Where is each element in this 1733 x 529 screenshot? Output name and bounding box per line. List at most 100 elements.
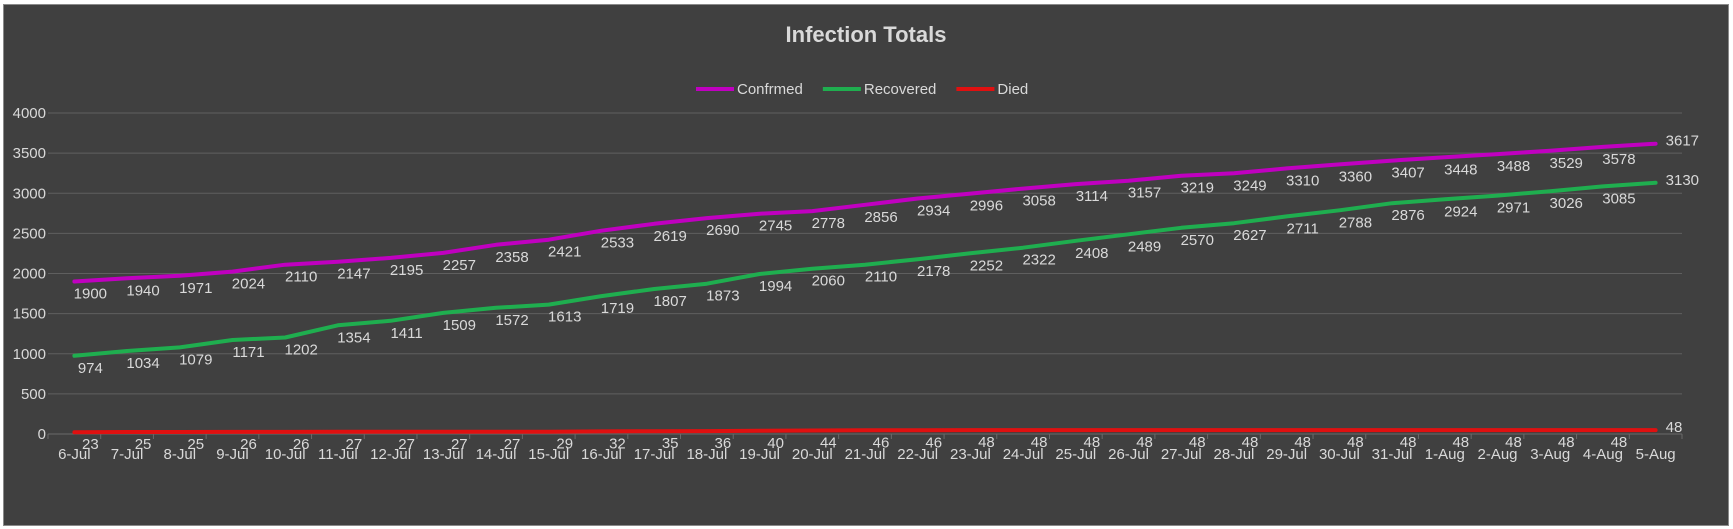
- data-label: 2627: [1233, 227, 1266, 244]
- data-label: 48: [1294, 434, 1311, 451]
- data-label: 48: [1400, 434, 1417, 451]
- x-tick-label: 27-Jul: [1161, 446, 1202, 463]
- x-tick-label: 18-Jul: [686, 446, 727, 463]
- x-tick-label: 16-Jul: [581, 446, 622, 463]
- data-label: 2778: [812, 215, 845, 232]
- data-label: 2876: [1391, 207, 1424, 224]
- data-label: 48: [1031, 434, 1048, 451]
- x-tick-label: 28-Jul: [1214, 446, 1255, 463]
- x-tick-label: 1-Aug: [1425, 446, 1465, 463]
- x-tick-label: 7-Jul: [111, 446, 144, 463]
- data-label: 44: [820, 434, 837, 451]
- x-axis: 6-Jul 7-Jul 8-Jul 9-Jul 10-Jul 11-Jul 12-Jul 13…: [58, 446, 1676, 463]
- x-tick-label: 14-Jul: [476, 446, 517, 463]
- data-label: 3529: [1550, 155, 1583, 172]
- data-label: 48: [1083, 434, 1100, 451]
- y-axis: 0 500 1000 1500 2000 2500 3000 3500 4000: [13, 105, 46, 443]
- data-label: 2996: [970, 198, 1003, 215]
- data-label: 46: [873, 434, 890, 451]
- legend: Confrmed Recovered Died: [696, 81, 1028, 98]
- x-tick-label: 8-Jul: [164, 446, 197, 463]
- series-line-recovered: [72, 180, 1658, 358]
- data-label: 1873: [706, 288, 739, 305]
- data-label: 3157: [1128, 185, 1161, 202]
- data-label: 2178: [917, 263, 950, 280]
- x-tick-label: 3-Aug: [1530, 446, 1570, 463]
- x-tick-label: 10-Jul: [265, 446, 306, 463]
- data-label: 3130: [1666, 172, 1699, 189]
- x-tick-label: 20-Jul: [792, 446, 833, 463]
- legend-label: Confrmed: [737, 81, 803, 98]
- data-label: 1411: [390, 325, 422, 342]
- data-label: 2195: [390, 262, 423, 279]
- y-tick-label: 1000: [13, 346, 46, 363]
- legend-label: Died: [997, 81, 1028, 98]
- data-label: 26: [240, 436, 257, 453]
- data-label: 48: [1347, 434, 1364, 451]
- x-tick-label: 24-Jul: [1003, 446, 1044, 463]
- y-tick-label: 500: [21, 386, 46, 403]
- data-label: 27: [451, 436, 468, 453]
- x-tick-label: 31-Jul: [1372, 446, 1413, 463]
- data-label: 2788: [1339, 214, 1372, 231]
- series-line-confrmed: [72, 141, 1658, 284]
- data-label: 27: [398, 436, 415, 453]
- data-label: 2060: [812, 273, 845, 290]
- data-label: 2408: [1075, 245, 1108, 262]
- line-chart: 0 500 1000 1500 2000 2500 3000 3500 4000 6-Jul 7-…: [13, 22, 1699, 463]
- data-label: 2110: [865, 269, 897, 286]
- data-label: 2934: [917, 203, 950, 220]
- data-label: 27: [346, 436, 363, 453]
- data-label: 2322: [1022, 252, 1055, 269]
- y-tick-label: 2500: [13, 225, 46, 242]
- data-label: 1719: [601, 300, 634, 317]
- y-tick-label: 3000: [13, 185, 46, 202]
- series-line-died: [72, 428, 1658, 435]
- data-label: 48: [978, 434, 995, 451]
- data-label: 1940: [126, 282, 159, 299]
- data-label: 1971: [179, 280, 212, 297]
- x-tick-marks: [47, 434, 1683, 439]
- data-label: 1354: [337, 329, 370, 346]
- data-labels: 1900 1940 1971 2024 2110 2147 2195 2257 2358 2421…: [74, 133, 1699, 453]
- data-label: 48: [1452, 434, 1469, 451]
- data-label: 2924: [1444, 203, 1477, 220]
- data-label: 2024: [232, 276, 265, 293]
- data-label: 1171: [232, 344, 264, 361]
- data-label: 3310: [1286, 172, 1319, 189]
- x-tick-label: 26-Jul: [1108, 446, 1149, 463]
- data-label: 3249: [1233, 177, 1266, 194]
- data-label: 25: [187, 436, 204, 453]
- data-label: 3026: [1550, 195, 1583, 212]
- data-label: 3407: [1391, 165, 1424, 182]
- data-label: 2745: [759, 218, 792, 235]
- data-label: 3219: [1181, 180, 1214, 197]
- x-tick-label: 25-Jul: [1055, 446, 1096, 463]
- data-label: 3617: [1666, 133, 1699, 150]
- data-label: 1572: [495, 312, 528, 329]
- series-lines: [72, 141, 1658, 435]
- data-label: 1807: [653, 293, 686, 310]
- legend-item-died: Died: [956, 81, 1028, 98]
- data-label: 2257: [443, 257, 476, 274]
- x-tick-label: 12-Jul: [370, 446, 411, 463]
- data-label: 48: [1505, 434, 1522, 451]
- data-label: 48: [1611, 434, 1628, 451]
- data-label: 2570: [1181, 232, 1214, 249]
- data-label: 2619: [653, 228, 686, 245]
- data-label: 2711: [1287, 220, 1319, 237]
- x-tick-label: 21-Jul: [845, 446, 886, 463]
- data-label: 2690: [706, 222, 739, 239]
- data-label: 1034: [126, 355, 159, 372]
- data-label: 36: [715, 435, 732, 452]
- data-label: 2147: [337, 266, 370, 283]
- data-label: 2252: [970, 257, 1003, 274]
- data-label: 3360: [1339, 168, 1372, 185]
- data-label: 1079: [179, 351, 212, 368]
- data-label: 2856: [864, 209, 897, 226]
- data-label: 3058: [1022, 193, 1055, 210]
- data-label: 25: [135, 436, 152, 453]
- data-label: 974: [78, 360, 103, 377]
- data-label: 23: [82, 436, 99, 453]
- data-label: 2358: [495, 249, 528, 266]
